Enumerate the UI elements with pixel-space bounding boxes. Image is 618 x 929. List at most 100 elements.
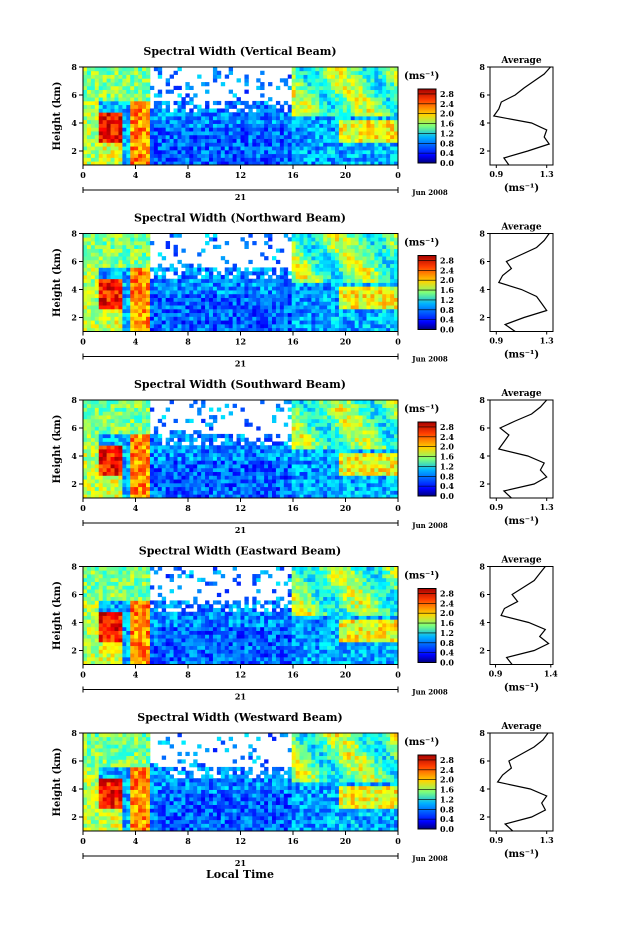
heatmap-cell [240,323,245,329]
heatmap-cell [98,316,104,321]
heatmap-cell [146,161,151,166]
heatmap-cell [110,74,115,79]
heatmap-cell [130,467,135,473]
heatmap-cell [181,467,186,473]
heatmap-cell [114,475,119,480]
heatmap-cell [323,142,328,147]
heatmap-cell [311,418,316,424]
heatmap-cell [307,301,312,306]
heatmap-cell [275,482,281,488]
heatmap-cell [142,123,147,128]
heatmap-cell [287,153,293,158]
heatmap-cell [142,146,147,151]
heatmap-cell [94,119,100,124]
heatmap-cell [295,104,300,109]
heatmap-cell [90,78,96,83]
heatmap-cell [114,445,119,450]
heatmap-cell [106,293,111,298]
heatmap-cell [134,490,139,495]
heatmap-cell [126,70,131,75]
heatmap-cell [114,415,119,420]
heatmap-cell [173,486,178,491]
heatmap-cell [102,108,108,113]
heatmap-cell [256,271,261,276]
heatmap-cell [90,316,96,321]
heatmap-cell [201,316,206,321]
heatmap-cell [362,108,367,113]
heatmap-cell [114,116,119,121]
heatmap-cell [83,411,88,416]
heatmap-cell [338,320,344,325]
heatmap-cell [134,433,139,439]
heatmap-cell [335,297,340,302]
heatmap-cell [98,308,104,314]
heatmap-cell [106,127,111,132]
heatmap-cell [295,70,300,75]
heatmap-cell [319,271,324,276]
heatmap-cell [299,441,304,446]
heatmap-cell [201,116,206,121]
heatmap-cell [323,233,328,238]
heatmap-cell [240,108,245,113]
heatmap-cell [358,286,363,291]
heatmap-cell [126,271,131,276]
heatmap-cell [315,407,320,412]
heatmap-cell [378,252,383,257]
heatmap-cell [311,407,316,412]
heatmap-cell [126,297,131,302]
heatmap-cell [126,305,131,310]
heatmap-cell [331,233,336,238]
heatmap-cell [264,241,269,246]
heatmap-cell [260,104,265,109]
heatmap-cell [220,138,226,143]
heatmap-cell [319,138,324,143]
heatmap-cell [98,100,104,106]
heatmap-cell [394,327,399,332]
heatmap-cell [224,100,230,106]
heatmap-cell [224,241,230,246]
heatmap-cell [114,430,119,435]
heatmap-cell [169,456,174,461]
heatmap-cell [244,449,249,454]
heatmap-cell [260,82,265,87]
heatmap-cell [311,85,316,91]
heatmap-cell [311,244,316,249]
heatmap-cell [323,237,328,242]
heatmap-cell [390,241,395,246]
heatmap-cell [272,452,277,457]
heatmap-cell [315,308,320,314]
heatmap-cell [165,123,171,128]
heatmap-cell [110,471,115,476]
heatmap-cell [86,161,92,166]
heatmap-cell [307,100,312,106]
heatmap-cell [362,327,367,332]
heatmap-cell [110,449,115,454]
heatmap-cell [350,153,356,158]
heatmap-cell [94,131,100,136]
heatmap-cell [220,441,226,446]
heatmap-cell [189,97,194,102]
heatmap-cell [248,131,253,136]
heatmap-cell [169,74,174,79]
heatmap-cell [201,282,206,287]
heatmap-cell [153,93,159,98]
heatmap-cell [307,149,312,155]
y-tick-label: 4 [71,118,77,128]
heatmap-cell [106,233,111,238]
heatmap-cell [248,494,253,499]
heatmap-cell [98,290,104,295]
heatmap-cell [390,74,395,79]
heatmap-cell [232,312,237,317]
heatmap-cell [386,131,391,136]
heatmap-cell [319,237,324,242]
heatmap-cell [102,278,108,283]
heatmap-cell [295,278,300,283]
heatmap-cell [386,161,391,166]
heatmap-cell [256,85,261,91]
heatmap-cell [287,327,293,332]
heatmap-cell [177,494,182,499]
heatmap-cell [382,252,387,257]
heatmap-cell [252,282,257,287]
heatmap-cell [83,467,88,473]
heatmap-cell [130,449,135,454]
